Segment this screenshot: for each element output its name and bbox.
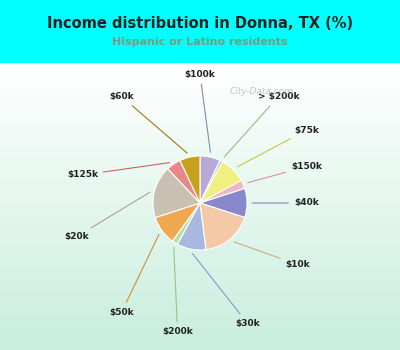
Text: > $200k: > $200k — [224, 92, 299, 157]
Text: $50k: $50k — [109, 234, 159, 317]
Wedge shape — [200, 188, 247, 218]
Text: $60k: $60k — [109, 92, 187, 153]
Text: $30k: $30k — [192, 254, 260, 328]
Text: Hispanic or Latino residents: Hispanic or Latino residents — [112, 37, 288, 47]
Text: $20k: $20k — [64, 192, 150, 241]
Wedge shape — [177, 203, 206, 250]
Wedge shape — [155, 203, 200, 241]
Wedge shape — [200, 160, 223, 203]
Text: $100k: $100k — [185, 70, 215, 152]
Wedge shape — [153, 169, 200, 218]
Wedge shape — [200, 156, 220, 203]
Wedge shape — [200, 180, 245, 203]
Text: Income distribution in Donna, TX (%): Income distribution in Donna, TX (%) — [47, 16, 353, 31]
Wedge shape — [180, 156, 200, 203]
Text: City-Data.com: City-Data.com — [230, 86, 294, 96]
Text: $40k: $40k — [252, 198, 319, 208]
Text: $150k: $150k — [248, 162, 322, 183]
Text: $125k: $125k — [67, 163, 170, 180]
Wedge shape — [200, 203, 245, 250]
Wedge shape — [172, 203, 200, 244]
Wedge shape — [200, 162, 241, 203]
Text: $200k: $200k — [162, 247, 193, 336]
Text: $10k: $10k — [234, 242, 310, 269]
Wedge shape — [168, 160, 200, 203]
Text: $75k: $75k — [237, 126, 319, 167]
